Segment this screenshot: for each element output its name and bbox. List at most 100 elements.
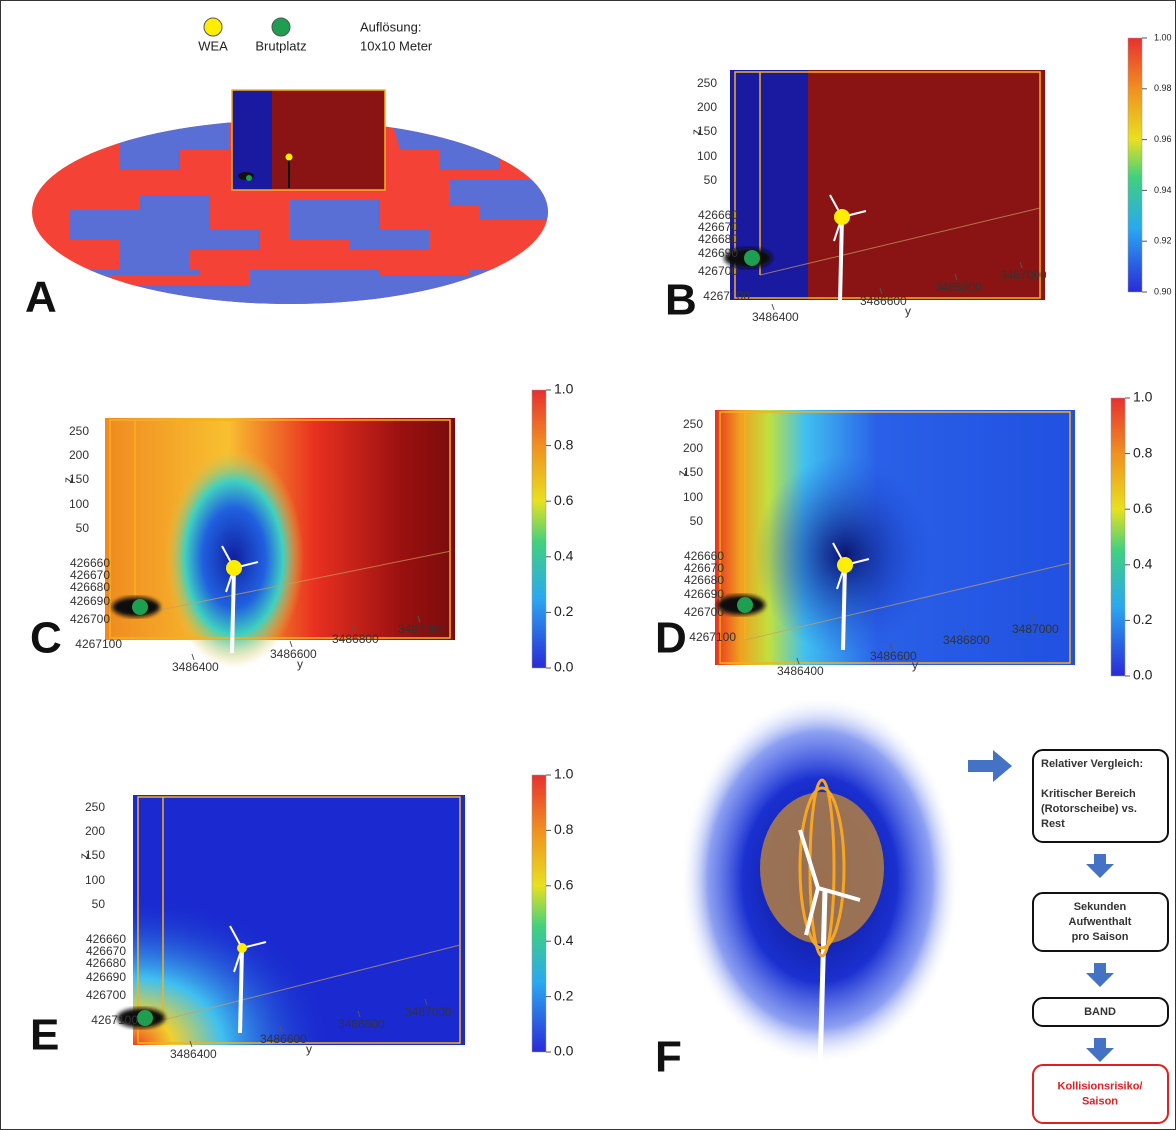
z-tick-label: 100 (697, 149, 717, 163)
x-tick-label: 4267100 (689, 630, 736, 644)
colorbar-tick-label: 1.00 (1154, 32, 1172, 42)
z-tick-label: 100 (683, 490, 703, 504)
z-tick-label: 100 (85, 873, 105, 887)
flow-arrow (1086, 1038, 1114, 1062)
colorbar-tick-label: 0.94 (1154, 185, 1172, 195)
y-tick-label: 3487000 (1012, 622, 1059, 636)
panel-a: WEA Brutplatz Auflösung: 10x10 Meter A (25, 17, 548, 322)
colorbar-tick-label: 0.98 (1154, 83, 1172, 93)
y-tick-label: 3486400 (777, 664, 824, 678)
colorbar-tick-label: 0.92 (1154, 236, 1172, 246)
nest-marker (744, 250, 760, 266)
y-tick-label: 3486600 (260, 1032, 307, 1046)
turbine-tower (238, 947, 244, 1034)
legend-label: Brutplatz (255, 38, 306, 53)
z-axis-label: z (61, 477, 75, 483)
z-tick-label: 200 (69, 448, 89, 462)
z-tick-label: 50 (704, 173, 718, 187)
colorbar-tick-label: 0.96 (1154, 134, 1172, 144)
x-tick-label: 426670 (70, 568, 110, 582)
panel-letter: B (665, 276, 697, 325)
colorbar-tick-label: 0.2 (1133, 611, 1153, 627)
y-tick-label: 3486400 (172, 660, 219, 674)
flow-text: Rest (1041, 818, 1065, 830)
rotor-ring (798, 786, 846, 950)
flow-box (1032, 892, 1169, 952)
colorbar-tick-label: 1.0 (554, 766, 574, 782)
colorbar-tick-label: 0.0 (1133, 667, 1153, 683)
x-tick-label: 426690 (684, 587, 724, 601)
nest-marker (132, 599, 148, 615)
y-tick-label: 3486600 (870, 649, 917, 663)
z-tick-label: 250 (69, 424, 89, 438)
z-tick-label: 150 (85, 848, 105, 862)
y-tick-label: 3487000 (405, 1005, 452, 1019)
z-axis-label: z (77, 853, 91, 859)
z-tick-label: 200 (85, 824, 105, 838)
y-tick-label: 3486600 (270, 647, 317, 661)
x-tick-label: 4267100 (703, 289, 750, 303)
y-tick (962, 626, 966, 634)
x-tick-label: 426680 (70, 580, 110, 594)
x-tick-label: 426670 (86, 944, 126, 958)
colorbar-tick-label: 0.2 (554, 987, 574, 1003)
z-tick-label: 50 (690, 514, 704, 528)
y-axis-label: y (905, 304, 911, 318)
flow-text: Aufwenthalt (1069, 916, 1132, 928)
resolution-value: 10x10 Meter (360, 38, 433, 53)
y-tick-label: 3486800 (943, 633, 990, 647)
colorbar-tick-label: 0.4 (1133, 556, 1153, 572)
turbine-marker (237, 943, 247, 953)
flow-box (1032, 749, 1169, 843)
volume-box (109, 419, 451, 639)
colorbar-tick-label: 0.2 (554, 603, 574, 619)
z-tick-label: 250 (697, 76, 717, 90)
legend-swatch (203, 17, 223, 37)
volume-edge (744, 562, 1071, 641)
volume-high (272, 90, 385, 190)
colorbar-tick-label: 1.0 (1133, 389, 1153, 405)
z-tick-label: 100 (69, 497, 89, 511)
z-tick-label: 150 (69, 472, 89, 486)
colorbar-tick-label: 0.4 (554, 548, 574, 564)
y-tick-label: 3486400 (170, 1047, 217, 1061)
y-tick (889, 642, 893, 650)
flow-box (1032, 1064, 1169, 1124)
flow-text: Kritischer Bereich (1041, 788, 1136, 800)
low-zone (755, 455, 935, 655)
x-tick-label: 426700 (684, 605, 724, 619)
y-tick-label: 3487000 (1000, 268, 1047, 282)
x-tick-label: 426670 (684, 561, 724, 575)
panel-letter: A (25, 273, 57, 322)
volume-box (231, 89, 386, 191)
y-tick (289, 640, 293, 648)
turbine-marker (834, 209, 850, 225)
flowchart: Relativer Vergleich: Kritischer Bereich (R… (1032, 749, 1169, 1124)
flow-arrow (1086, 963, 1114, 987)
y-tick (279, 1025, 283, 1033)
y-tick-label: 3486800 (935, 280, 982, 294)
colorbar-tick-label: 0.0 (554, 1043, 574, 1059)
colorbar-tick-label: 0.0 (554, 659, 574, 675)
turbine-marker (226, 560, 242, 576)
y-tick-label: 3486800 (332, 632, 379, 646)
y-tick-label: 3486800 (338, 1017, 385, 1031)
y-tick-label: 3486400 (752, 310, 799, 324)
x-tick-label: 426690 (86, 970, 126, 984)
flow-text: Kollisionsrisiko/ (1058, 1080, 1143, 1092)
colorbar-tick-label: 0.6 (1133, 500, 1153, 516)
colorbar (1110, 397, 1126, 677)
nest-marker (246, 175, 252, 181)
turbine-tower (841, 564, 847, 651)
nest-marker (137, 1010, 153, 1026)
y-tick (879, 287, 883, 295)
volume-box (719, 411, 1071, 664)
flow-arrow (1086, 854, 1114, 878)
y-tick (424, 998, 428, 1006)
y-tick (1019, 261, 1023, 269)
z-tick-label: 250 (85, 800, 105, 814)
y-tick-label: 3486600 (860, 294, 907, 308)
z-tick-label: 50 (76, 521, 90, 535)
